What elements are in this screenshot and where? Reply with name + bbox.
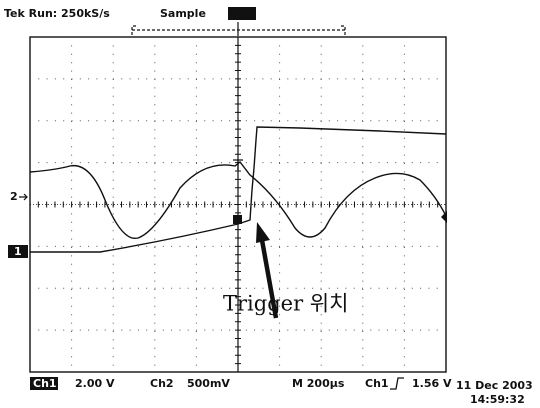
ch1-label: Ch1	[33, 377, 57, 390]
trigger-state-box	[228, 7, 256, 20]
ch1-marker: 1	[14, 245, 22, 258]
timebase: M 200µs	[292, 377, 345, 390]
ch2-trace	[29, 161, 447, 239]
record-bracket	[131, 22, 346, 36]
trigger-level-arrow	[441, 211, 447, 223]
ch2-arrow	[19, 193, 28, 201]
trigger-source: Ch1	[365, 377, 389, 390]
trigger-point	[233, 215, 242, 224]
annotation-arrow	[259, 239, 279, 319]
trigger-slope	[390, 377, 404, 390]
annotation: Trigger 위치	[223, 292, 348, 316]
ch2-label: Ch2	[150, 377, 174, 390]
trigger-marker	[233, 159, 243, 170]
date: 11 Dec 2003	[456, 379, 533, 392]
ch1-scale: 2.00 V	[75, 377, 115, 390]
ch1-trace	[30, 126, 447, 253]
trigger-level: 1.56 V	[412, 377, 452, 390]
acq-mode: Sample	[160, 7, 206, 20]
status: Tek Run: 250kS/s	[4, 7, 110, 20]
graticule	[29, 36, 447, 373]
annotation-arrowhead	[256, 222, 270, 243]
ch1-box	[30, 377, 58, 390]
ch2-marker: 2	[10, 190, 18, 203]
time: 14:59:32	[470, 393, 525, 406]
ch2-scale: 500mV	[187, 377, 230, 390]
ch1-marker-box	[8, 245, 28, 258]
